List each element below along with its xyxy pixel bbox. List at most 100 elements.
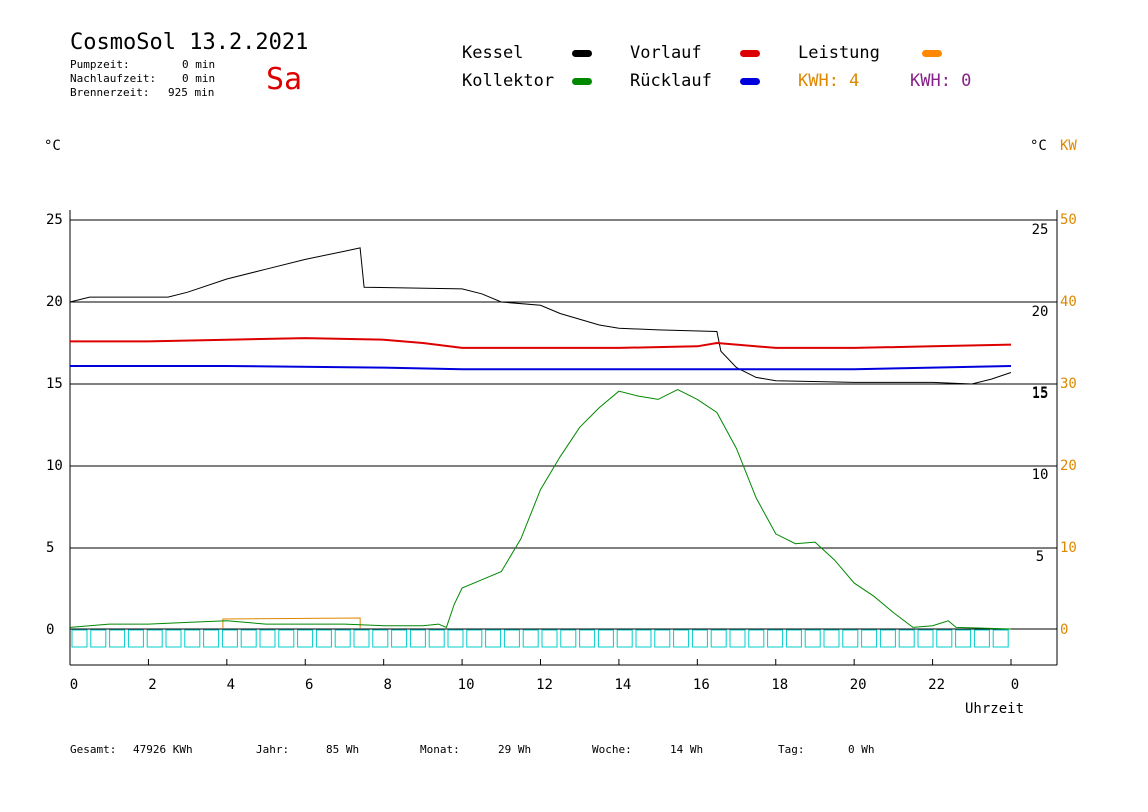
burner-state-box-13 [315,629,332,648]
legend-ruecklauf-label: Rücklauf [630,71,712,91]
x-tick-label-3: 6 [305,677,313,693]
burner-state-box-1 [90,629,107,648]
stat-pumpzeit-value: 0 min [182,58,216,71]
footer-tag-label: Tag: [778,743,805,756]
burner-state-box-43 [879,629,896,648]
burner-state-box-15 [353,629,370,648]
burner-state-box-25 [541,629,558,648]
burner-state-box-31 [654,629,671,648]
stat-pumpzeit-label: Pumpzeit: [70,58,130,71]
burner-state-box-44 [898,629,915,648]
burner-state-box-46 [936,629,953,648]
burner-state-box-26 [560,629,577,648]
burner-state-box-28 [597,629,614,648]
y-tick-right-kw-40: 40 [1060,294,1077,310]
legend-kollektor-swatch [572,78,592,85]
legend-kwh-purple: KWH: 0 [910,71,972,91]
x-tick-label-0: 0 [70,677,78,693]
burner-state-box-14 [334,629,351,648]
legend-kollektor-label: Kollektor [462,71,555,91]
y-tick-right-c-upper-15: 15 [1032,386,1049,402]
burner-state-box-12 [297,629,314,648]
burner-state-box-49 [992,629,1009,648]
burner-state-box-41 [842,629,859,648]
burner-state-box-39 [804,629,821,648]
burner-state-box-6 [184,629,201,648]
x-tick-label-9: 18 [771,677,788,693]
stat-nachlaufzeit-value: 0 min [182,72,216,85]
burner-state-box-19 [428,629,445,648]
legend-vorlauf-label: Vorlauf [630,43,702,63]
burner-state-box-27 [579,629,596,648]
burner-state-box-36 [748,629,765,648]
burner-state-box-18 [409,629,426,648]
burner-state-box-22 [485,629,502,648]
legend-kwh-orange: KWH: 4 [798,71,860,91]
series-rcklauf [70,365,1012,371]
legend-kessel-label: Kessel [462,43,524,63]
burner-state-box-2 [109,629,126,648]
stat-nachlaufzeit-label: Nachlaufzeit: [70,72,157,85]
y-tick-right-c-10: 10 [1032,467,1049,483]
x-tick-label-10: 20 [850,677,867,693]
x-tick-label-2: 4 [227,677,235,693]
burner-state-box-30 [635,629,652,648]
right-axis-unit: °C [1030,138,1047,154]
legend-kessel-swatch [572,50,592,57]
burner-state-box-21 [466,629,483,648]
footer-gesamt-value: 47926 KWh [133,743,193,756]
left-axis-unit: °C [44,138,61,154]
footer-jahr-value: 85 Wh [326,743,360,756]
y-tick-right-c-upper-25: 25 [1032,222,1049,238]
burner-state-box-29 [616,629,633,648]
chart-title: CosmoSol 13.2.2021 [70,30,309,55]
burner-state-box-37 [767,629,784,648]
stat-brennerzeit-value: 925 min [168,86,215,99]
burner-state-box-45 [917,629,934,648]
burner-state-box-20 [447,629,464,648]
burner-state-box-8 [221,629,238,648]
legend-ruecklauf-swatch [740,78,760,85]
right-axis-unit-kw: KW [1060,138,1077,154]
y-tick-left-5: 5 [46,540,54,556]
x-tick-label-11: 22 [928,677,945,693]
burner-state-box-9 [240,629,257,648]
burner-state-box-23 [503,629,520,648]
series-kollektor [69,389,1012,630]
y-tick-left-0: 0 [46,622,54,638]
burner-state-box-40 [823,629,840,648]
legend-leistung-swatch [922,50,942,57]
legend-leistung-label: Leistung [798,43,880,63]
burner-state-box-48 [973,629,990,648]
footer-woche-label: Woche: [592,743,632,756]
burner-state-box-32 [673,629,690,648]
y-tick-right-kw-20: 20 [1060,458,1077,474]
footer-gesamt-label: Gesamt: [70,743,117,756]
x-tick-label-12: 0 [1011,677,1019,693]
burner-state-box-24 [522,629,539,648]
burner-state-box-16 [372,629,389,648]
x-tick-label-6: 12 [536,677,553,693]
series-leistung [222,617,361,628]
footer-tag-value: 0 Wh [848,743,875,756]
x-axis-label: Uhrzeit [965,701,1025,717]
burner-state-box-35 [729,629,746,648]
burner-state-box-17 [391,629,408,648]
y-tick-right-kw-50: 50 [1060,212,1077,228]
stat-brennerzeit-label: Brennerzeit: [70,86,150,99]
series-kessel [69,247,1012,385]
burner-state-box-7 [203,629,220,648]
burner-state-box-5 [165,629,182,648]
x-tick-label-7: 14 [614,677,631,693]
burner-state-box-11 [278,629,295,648]
burner-state-box-4 [146,629,163,648]
burner-state-box-3 [127,629,144,648]
y-tick-left-15: 15 [46,376,63,392]
y-tick-right-kw-30: 30 [1060,376,1077,392]
y-tick-right-kw-0: 0 [1060,622,1068,638]
burner-state-box-42 [861,629,878,648]
y-tick-right-c-15: 15 [1032,385,1049,401]
burner-state-box-34 [710,629,727,648]
footer-monat-value: 29 Wh [498,743,532,756]
